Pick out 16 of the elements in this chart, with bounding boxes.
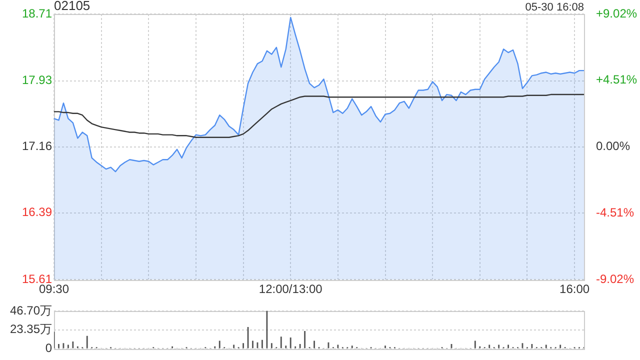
text: 05-30 16:08 xyxy=(525,2,584,14)
y2-tick-label: 0.00% xyxy=(596,139,630,154)
y-tick-label: 23.35万 xyxy=(10,322,52,336)
y2-tick-label: -4.51% xyxy=(596,206,634,220)
y2-tick-label: -9.02% xyxy=(596,272,634,286)
y2-tick-label: +9.02% xyxy=(596,6,638,20)
chart-title: 02105 xyxy=(54,0,90,14)
y-tick-label: 17.16 xyxy=(22,139,52,154)
y-tick-label: 17.93 xyxy=(22,73,52,88)
y-tick-label: 16.39 xyxy=(22,205,52,220)
y-tick-label: 46.70万 xyxy=(10,303,52,318)
y2-tick-label: +4.51% xyxy=(596,72,638,87)
y-tick-label: 18.71 xyxy=(22,6,52,20)
x-tick-label: 16:00 xyxy=(560,282,590,296)
y-tick-label: 0 xyxy=(45,341,52,356)
x-tick-label: 12:00/13:00 xyxy=(258,282,323,296)
